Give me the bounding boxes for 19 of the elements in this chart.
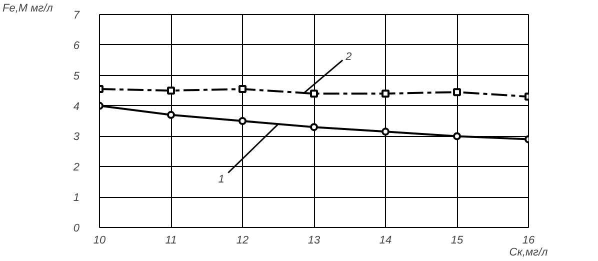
x-tick-label: 12 [236,234,249,246]
y-tick-label: 1 [73,192,80,204]
y-tick-label: 0 [73,222,80,234]
y-axis-title: Fe,M мг/л [2,2,53,14]
text: 1 [218,174,224,186]
y-tick-label: 6 [73,40,80,52]
y-tick-label: 7 [73,10,80,22]
y-tick-label: 5 [73,70,80,82]
x-tick-label: 11 [165,234,177,246]
y-tick-label: 2 [72,162,80,174]
x-tick-label: 10 [93,234,106,246]
x-axis-title: Cк,мг/л [509,246,548,258]
y-tick-label: 4 [73,100,80,113]
x-tick-label: 13 [308,234,321,246]
y-tick-label: 3 [73,131,80,144]
x-tick-label: 16 [522,234,536,246]
x-tick-label: 14 [379,234,392,246]
text: 2 [344,51,352,64]
x-tick-label: 15 [450,234,464,246]
